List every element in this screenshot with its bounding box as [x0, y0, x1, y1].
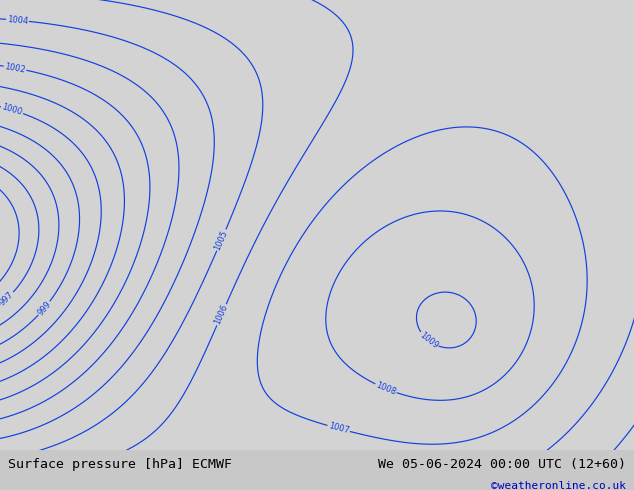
Text: 1009: 1009 [417, 330, 439, 350]
Text: 999: 999 [36, 299, 53, 317]
Text: 1006: 1006 [355, 478, 377, 490]
Text: 1004: 1004 [7, 15, 29, 25]
Text: 1007: 1007 [327, 421, 350, 436]
Text: 997: 997 [0, 290, 16, 307]
Polygon shape [0, 450, 634, 490]
Text: 1005: 1005 [213, 229, 230, 251]
Text: We 05-06-2024 00:00 UTC (12+60): We 05-06-2024 00:00 UTC (12+60) [378, 458, 626, 471]
Text: 1002: 1002 [4, 62, 26, 74]
Text: 1000: 1000 [1, 103, 23, 117]
Text: 1008: 1008 [375, 380, 398, 397]
Text: ©weatheronline.co.uk: ©weatheronline.co.uk [491, 481, 626, 490]
Text: 1006: 1006 [213, 303, 230, 326]
Text: Surface pressure [hPa] ECMWF: Surface pressure [hPa] ECMWF [8, 458, 231, 471]
